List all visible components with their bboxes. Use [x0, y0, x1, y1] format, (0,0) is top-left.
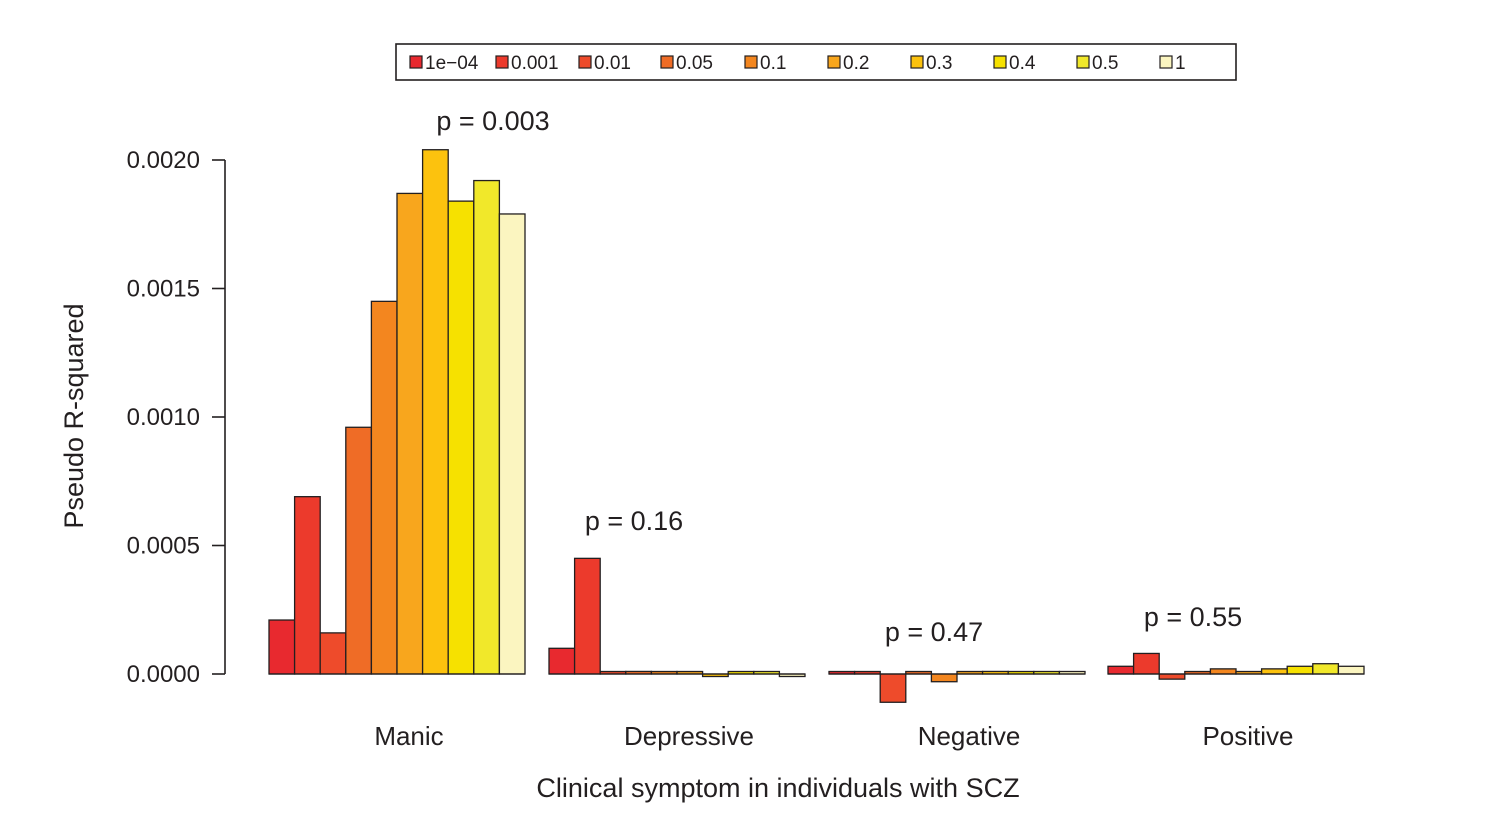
bar — [573, 557, 601, 675]
bar — [1107, 665, 1135, 675]
bar — [1260, 668, 1288, 675]
bar — [1209, 668, 1237, 675]
bar — [345, 426, 373, 675]
p-value-annotations: p = 0.003 p = 0.16 p = 0.47 p = 0.55 — [436, 106, 1242, 647]
p-value-annotation: p = 0.47 — [885, 617, 983, 647]
bar — [879, 673, 907, 703]
legend-swatch — [1159, 55, 1173, 69]
bar — [396, 192, 424, 675]
legend-swatch — [910, 55, 924, 69]
y-tick-label: 0.0015 — [127, 276, 200, 303]
legend-swatch — [578, 55, 592, 69]
bar — [548, 647, 576, 675]
legend-label: 1e−04 — [425, 53, 479, 74]
category-label: Manic — [374, 721, 443, 751]
legend-swatch — [993, 55, 1007, 69]
legend-swatch — [827, 55, 841, 69]
legend-label: 0.4 — [1009, 53, 1036, 74]
bar — [473, 179, 501, 675]
legend-label: 0.2 — [843, 53, 869, 74]
y-axis-title: Pseudo R-squared — [59, 303, 89, 528]
legend-label: 0.01 — [594, 53, 631, 74]
bars — [268, 149, 1365, 703]
bar — [930, 673, 958, 683]
y-tick-label: 0.0000 — [127, 661, 200, 688]
legend-box — [395, 43, 1237, 81]
bar — [370, 300, 398, 675]
p-value-annotation: p = 0.003 — [436, 106, 549, 136]
bar — [1286, 665, 1314, 675]
bar — [498, 213, 526, 675]
bar — [268, 619, 296, 675]
bar — [447, 200, 475, 675]
x-axis-title: Clinical symptom in individuals with SCZ — [536, 773, 1019, 803]
legend-swatch — [660, 55, 674, 69]
p-value-annotation: p = 0.16 — [585, 506, 683, 536]
legend-swatch — [495, 55, 509, 69]
legend-label: 0.5 — [1092, 53, 1118, 74]
legend-label: 0.05 — [676, 53, 713, 74]
bar — [319, 632, 347, 675]
category-label: Depressive — [624, 721, 754, 751]
bar — [421, 149, 449, 675]
bar — [1158, 673, 1186, 680]
bar — [1132, 652, 1160, 675]
legend-label: 0.1 — [760, 53, 786, 74]
legend: 1e−04 0.001 0.01 0.05 0.1 0.2 0.3 0.4 0.5 1 — [395, 43, 1237, 81]
category-labels: Manic Depressive Negative Positive — [374, 721, 1293, 751]
legend-swatch — [744, 55, 758, 69]
bar — [293, 496, 321, 675]
legend-swatch — [409, 55, 423, 69]
y-tick-label: 0.0020 — [127, 147, 200, 174]
y-tick-label: 0.0005 — [127, 533, 200, 560]
legend-label: 1 — [1175, 53, 1186, 74]
legend-label: 0.3 — [926, 53, 952, 74]
category-label: Positive — [1202, 721, 1293, 751]
category-label: Negative — [918, 721, 1021, 751]
y-axis: 0.0000 0.0005 0.0010 0.0015 0.0020 — [127, 147, 226, 688]
p-value-annotation: p = 0.55 — [1144, 602, 1242, 632]
legend-swatch — [1076, 55, 1090, 69]
bar — [1312, 663, 1340, 675]
bar — [1337, 665, 1365, 675]
legend-label: 0.001 — [511, 53, 559, 74]
y-tick-label: 0.0010 — [127, 404, 200, 431]
